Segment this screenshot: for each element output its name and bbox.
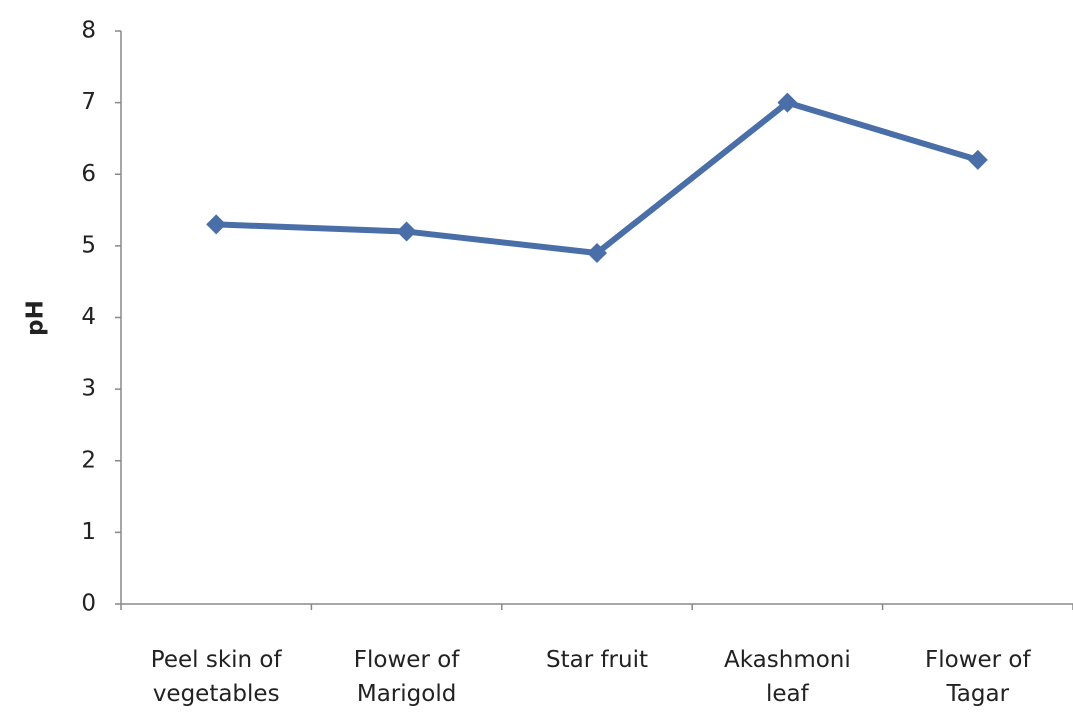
y-tick-label: 8 (81, 18, 96, 44)
y-tick-label: 2 (81, 447, 96, 473)
data-point (397, 222, 417, 242)
x-tick-label: Flower of Tagar (893, 643, 1063, 711)
x-tick-label: Peel skin of vegetables (131, 643, 301, 711)
data-line (216, 103, 978, 253)
y-tick-label: 7 (81, 89, 96, 115)
y-tick-label: 3 (81, 376, 96, 402)
y-tick-label: 4 (81, 304, 96, 330)
x-tick-label: Flower of Marigold (322, 643, 492, 711)
data-point (968, 150, 988, 170)
data-point (206, 214, 226, 234)
x-tick-label: Akashmoni leaf (702, 643, 872, 711)
y-tick-label: 0 (81, 591, 96, 617)
y-tick-label: 1 (81, 519, 96, 545)
y-axis-label: pH (23, 300, 49, 336)
x-tick-label: Star fruit (512, 643, 682, 677)
y-tick-label: 5 (81, 232, 96, 258)
chart: pH 0 1 2 3 4 5 6 7 8 Peel skin of vegetables Flow… (0, 0, 1073, 719)
chart-svg: pH 0 1 2 3 4 5 6 7 8 (0, 0, 1073, 719)
y-tick-label: 6 (81, 161, 96, 187)
